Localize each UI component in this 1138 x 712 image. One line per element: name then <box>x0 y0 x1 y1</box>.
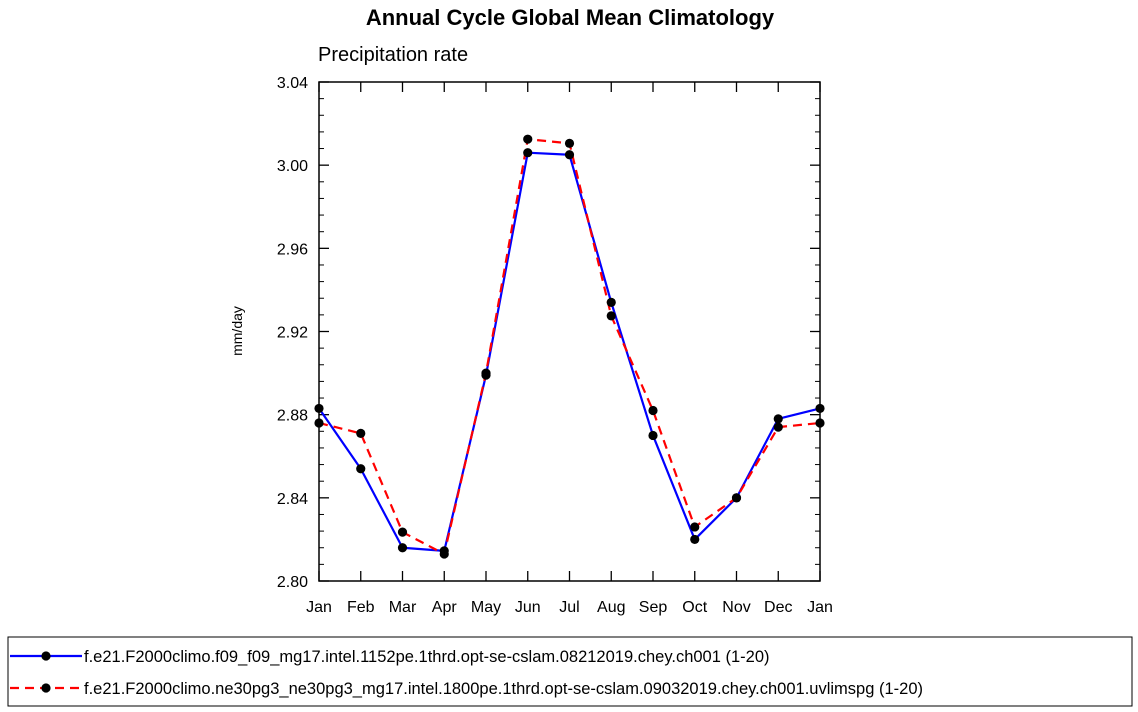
series-2-point <box>523 134 533 144</box>
series-1-point <box>397 543 408 553</box>
series-1-point <box>690 534 700 545</box>
y-tick-label: 2.92 <box>277 325 308 342</box>
series-2-point <box>397 527 408 537</box>
x-tick-label: Jun <box>515 599 541 616</box>
series-2-point <box>731 493 742 503</box>
x-tick-label: Sep <box>639 599 668 616</box>
series-2-point <box>815 418 825 428</box>
x-tick-label: Feb <box>347 599 375 616</box>
legend-label-2: f.e21.F2000climo.ne30pg3_ne30pg3_mg17.in… <box>84 680 923 698</box>
series-2-point <box>690 522 700 532</box>
series-1-point <box>356 464 366 474</box>
y-axis-label: mm/day <box>229 306 245 356</box>
series-2-point <box>439 549 449 559</box>
x-tick-label: Jan <box>306 599 332 616</box>
x-tick-label: Aug <box>597 599 625 616</box>
chart-title: Annual Cycle Global Mean Climatology <box>366 5 775 30</box>
series-1-point <box>773 414 783 424</box>
series-1-point <box>314 403 324 414</box>
series-line-1 <box>318 151 821 552</box>
x-tick-label: Nov <box>722 599 750 616</box>
series-layer <box>314 134 825 559</box>
x-tick-label: Jan <box>807 599 833 616</box>
series-2-point <box>481 368 491 378</box>
x-tick-label: Dec <box>764 599 792 616</box>
legend-marker-2 <box>41 683 51 693</box>
y-tick-label: 2.84 <box>277 491 308 508</box>
y-tick-label: 2.96 <box>277 241 308 258</box>
series-1-point <box>815 403 825 414</box>
series-2-point <box>606 311 616 321</box>
series-2-point <box>564 138 575 148</box>
legend-box <box>7 636 1133 707</box>
x-tick-label: Jul <box>559 599 579 616</box>
series-2-point <box>648 405 658 416</box>
x-tick-label: Apr <box>432 599 458 616</box>
series-2-point <box>314 418 324 428</box>
legend: f.e21.F2000climo.f09_f09_mg17.intel.1152… <box>10 648 923 698</box>
series-1-point <box>606 297 616 307</box>
series-line-2 <box>318 138 821 556</box>
y-tick-label: 2.80 <box>277 574 308 591</box>
series-2-point <box>356 428 366 438</box>
legend-marker-1 <box>41 651 51 661</box>
chart-subtitle: Precipitation rate <box>318 44 468 66</box>
x-tick-label: Mar <box>389 599 417 616</box>
series-2-point <box>773 422 783 432</box>
axis-ticks: 2.80 2.84 2.88 2.92 2.96 3.00 3.04 Jan Feb Mar Apr… <box>277 75 833 616</box>
series-1-point <box>523 148 533 158</box>
y-tick-label: 2.88 <box>277 408 308 425</box>
series-1-point <box>564 150 575 160</box>
x-tick-label: Oct <box>682 599 707 616</box>
legend-label-1: f.e21.F2000climo.f09_f09_mg17.intel.1152… <box>84 648 770 666</box>
y-tick-label: 3.00 <box>277 158 308 175</box>
series-1-point <box>648 430 658 441</box>
y-tick-label: 3.04 <box>277 75 308 92</box>
x-tick-label: May <box>471 599 501 616</box>
